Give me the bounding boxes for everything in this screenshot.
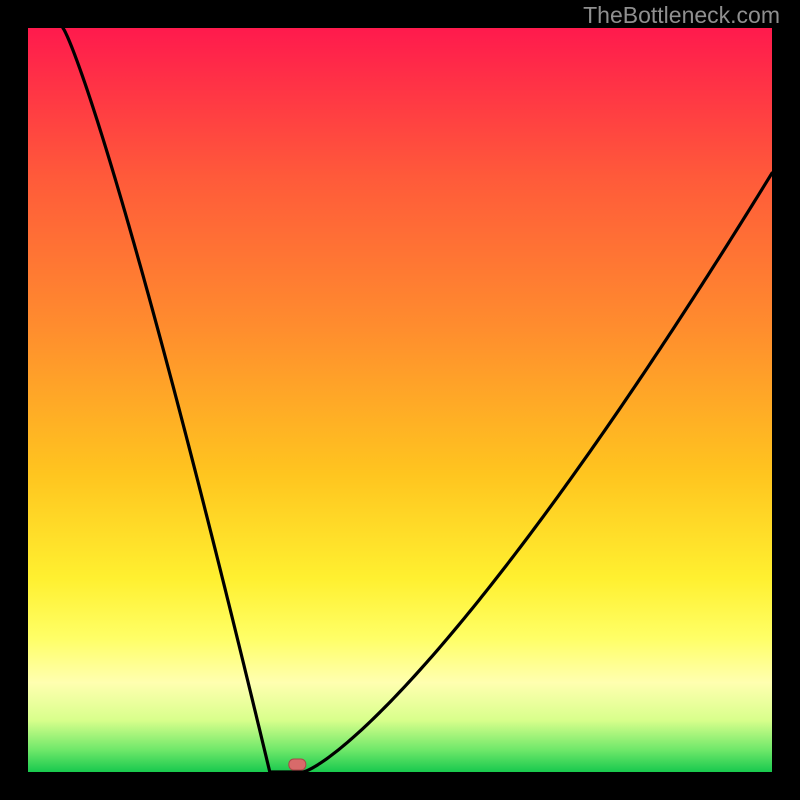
- plot-svg: [28, 28, 772, 772]
- watermark-text: TheBottleneck.com: [583, 2, 780, 29]
- chart-root: TheBottleneck.com: [0, 0, 800, 800]
- optimal-point-marker: [289, 759, 306, 770]
- plot-area: [28, 28, 772, 772]
- plot-background: [28, 28, 772, 772]
